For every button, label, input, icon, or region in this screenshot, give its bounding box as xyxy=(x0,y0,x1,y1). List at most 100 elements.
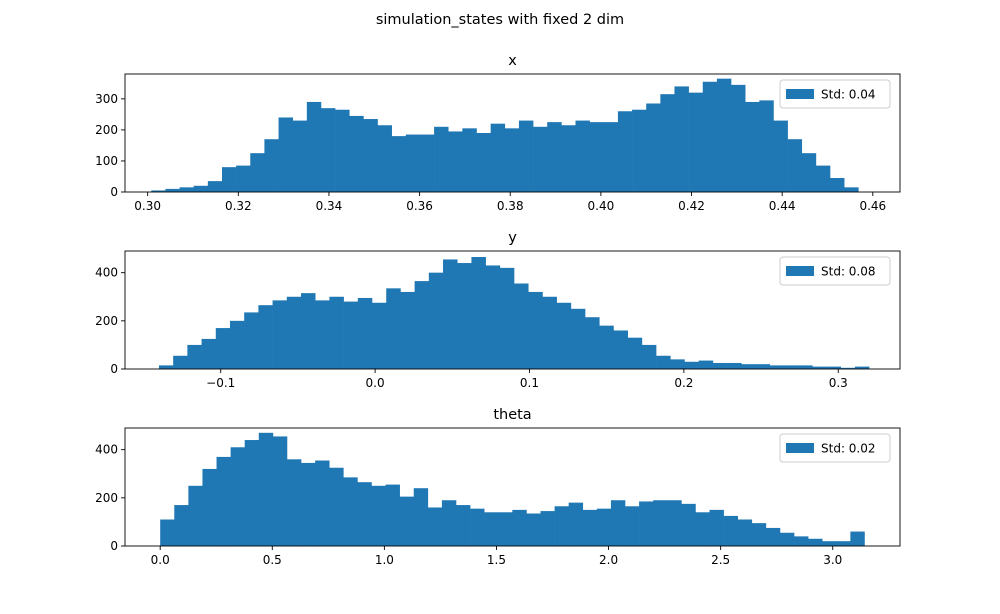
histogram-bar xyxy=(391,136,407,192)
histogram-bar xyxy=(372,302,387,369)
y-tick-label: 100 xyxy=(95,154,118,168)
histogram-bar xyxy=(787,139,803,192)
x-tick-label: 0.0 xyxy=(366,376,385,390)
histogram-bar xyxy=(405,134,421,192)
histogram-bar xyxy=(165,188,180,192)
histogram-bar xyxy=(272,436,288,546)
histogram-bar xyxy=(540,511,555,546)
histogram-bar xyxy=(585,317,600,369)
histogram-bar xyxy=(836,541,851,546)
histogram-bar xyxy=(632,109,647,192)
histogram-bar xyxy=(723,515,738,546)
histogram-bar xyxy=(476,133,491,192)
histogram-bar xyxy=(315,460,330,546)
histogram-bar xyxy=(160,519,175,546)
legend-swatch xyxy=(786,266,814,276)
histogram-bar xyxy=(684,361,699,369)
subplot-2: 0.0 0.5 1.0 1.5 2.0 2.5 3.0 0 200 400 theta Std: 0.… xyxy=(95,407,901,567)
histogram-bar xyxy=(526,513,541,546)
subplots-container: 0.30 0.32 0.34 0.36 0.38 0.40 0.42 0.44 0.460100… xyxy=(95,53,901,567)
histogram-bar xyxy=(542,296,557,369)
histogram-bar xyxy=(385,484,400,546)
x-tick-label: 2.5 xyxy=(711,553,730,567)
histogram-bar xyxy=(808,538,823,546)
x-tick-label: 1.0 xyxy=(375,553,394,567)
histogram-bar xyxy=(236,165,251,192)
histogram-bar xyxy=(258,432,274,546)
histogram-bar xyxy=(485,265,501,369)
x-tick-label: 0.32 xyxy=(225,199,252,213)
histogram-bar xyxy=(625,506,640,546)
axes-frame xyxy=(124,427,901,547)
histogram-bar xyxy=(244,312,259,369)
histogram-bar xyxy=(250,153,265,192)
histogram-bar xyxy=(570,308,586,369)
histogram-bar xyxy=(681,503,696,546)
histogram-bar xyxy=(568,502,584,546)
histogram-bar xyxy=(716,78,732,192)
histogram-bar xyxy=(656,355,671,369)
histogram-bar xyxy=(216,456,231,546)
histogram-bar xyxy=(712,362,728,369)
y-tick-label: 300 xyxy=(95,92,118,106)
histogram-bar xyxy=(727,362,742,369)
histogram-bar xyxy=(759,100,774,192)
histogram-bar xyxy=(512,509,527,546)
x-tick-label: 1.5 xyxy=(487,553,506,567)
histogram-bar xyxy=(301,462,316,546)
x-tick-label: 0.2 xyxy=(674,376,693,390)
histogram-bar xyxy=(201,338,217,369)
histogram-bar xyxy=(428,272,444,369)
histogram-bar xyxy=(641,344,657,369)
histogram-bar xyxy=(603,122,619,192)
histogram-bar xyxy=(561,125,576,192)
histogram-bar xyxy=(646,103,661,192)
histogram-bar xyxy=(490,123,506,192)
subplot-0: 0.30 0.32 0.34 0.36 0.38 0.40 0.42 0.44 0.46 0 100… xyxy=(95,53,901,213)
legend-box xyxy=(779,79,891,109)
histogram-bar xyxy=(830,178,845,192)
histogram-bar xyxy=(455,505,471,546)
x-tick-label: 0.30 xyxy=(134,199,161,213)
histogram-bar xyxy=(441,500,457,546)
histogram-bar xyxy=(400,291,415,369)
histogram-bar xyxy=(554,506,569,546)
y-tick-label: 0 xyxy=(110,185,118,199)
histogram-bar xyxy=(617,111,633,192)
x-tick-label: 2.0 xyxy=(599,553,618,567)
histogram-bar xyxy=(363,119,378,192)
legend-swatch xyxy=(786,89,814,99)
axes-frame xyxy=(124,73,901,193)
histogram-bar xyxy=(349,115,364,192)
histogram-bar xyxy=(639,501,654,546)
histogram-bar xyxy=(783,365,799,369)
histogram-bar xyxy=(229,320,245,369)
histogram-bar xyxy=(514,283,529,369)
subplot-title: theta xyxy=(493,407,531,423)
x-tick-label: 0.38 xyxy=(497,199,524,213)
legend-box xyxy=(779,433,891,463)
x-tick-label: 0.34 xyxy=(316,199,343,213)
legend-label: Std: 0.02 xyxy=(821,442,876,456)
histogram-bar xyxy=(812,366,827,369)
histogram-bar xyxy=(610,500,626,546)
histogram-bar xyxy=(751,523,767,546)
histogram-bar xyxy=(320,108,336,192)
histogram-bar xyxy=(499,267,515,369)
legend-label: Std: 0.04 xyxy=(821,88,876,102)
y-tick-label: 400 xyxy=(95,266,118,280)
histogram-bar xyxy=(413,488,429,546)
x-tick-label: 0.0 xyxy=(151,553,170,567)
histogram-bar xyxy=(427,507,443,546)
histogram-bar xyxy=(419,134,435,192)
y-tick-label: 0 xyxy=(110,362,118,376)
histogram-bar xyxy=(371,485,386,546)
x-tick-label: 0.40 xyxy=(588,199,615,213)
histogram-bar xyxy=(528,291,543,369)
figure-suptitle: simulation_states with fixed 2 dim xyxy=(376,12,624,28)
histogram-bar xyxy=(670,359,685,369)
histogram-bar xyxy=(779,532,795,546)
histogram-bar xyxy=(343,301,359,369)
histogram-bar xyxy=(599,325,614,369)
